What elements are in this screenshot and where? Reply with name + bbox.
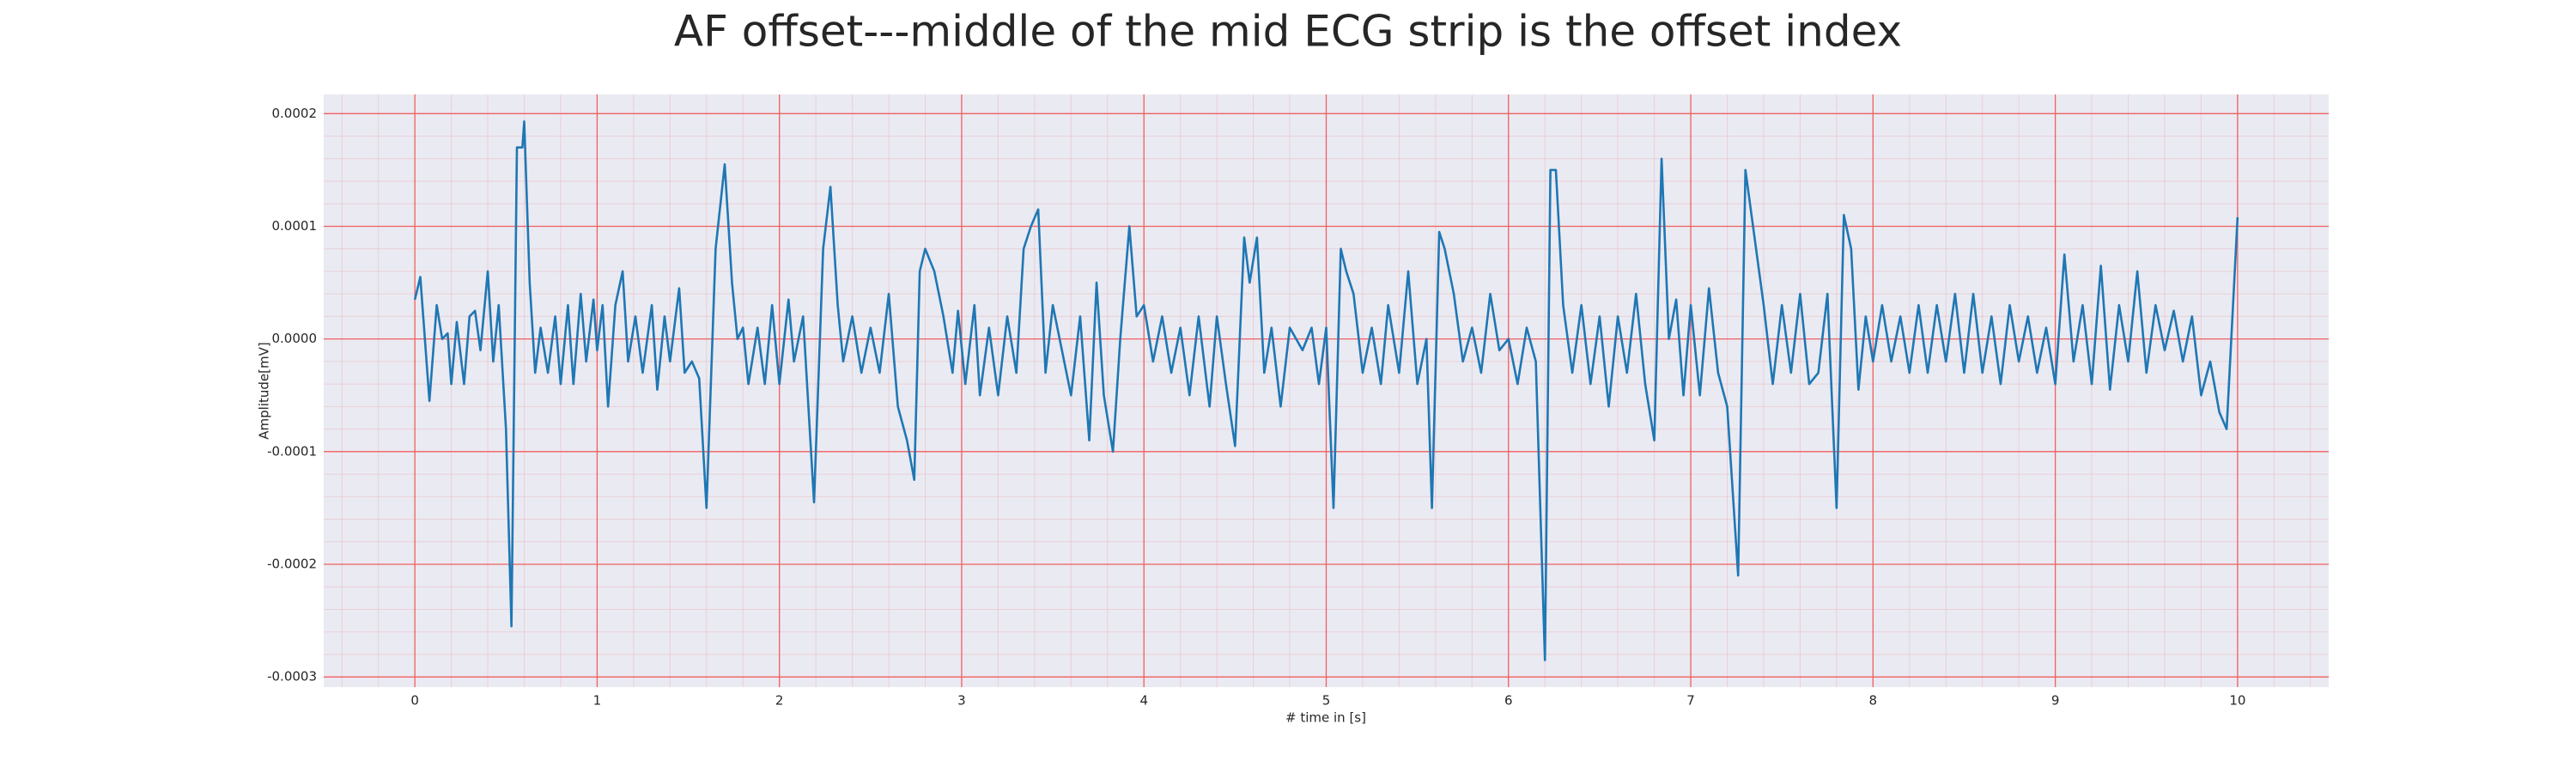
x-tick-label: 10 (2229, 693, 2245, 709)
x-tick-label: 9 (2051, 693, 2060, 709)
y-tick-label: -0.0002 (267, 557, 317, 572)
ecg-line (413, 120, 2239, 661)
chart-title: AF offset---middle of the mid ECG strip … (674, 7, 1902, 57)
x-tick-label: 6 (1504, 693, 1513, 709)
x-tick-label: 8 (1869, 693, 1878, 709)
y-tick-label: 0.0002 (272, 106, 318, 121)
x-tick-label: 7 (1686, 693, 1695, 709)
y-tick-label: 0.0001 (272, 218, 318, 234)
x-tick-label: 4 (1139, 693, 1148, 709)
x-tick-label: 2 (775, 693, 784, 709)
y-axis-label: Amplitude[mV] (257, 342, 272, 439)
y-tick-label: 0.0000 (272, 331, 318, 346)
x-axis-label: # time in [s] (1285, 710, 1366, 726)
x-tick-label: 5 (1322, 693, 1331, 709)
y-tick-label: -0.0003 (267, 669, 317, 685)
y-tick-label: -0.0001 (267, 443, 317, 459)
x-tick-label: 0 (410, 693, 419, 709)
x-tick-label: 3 (957, 693, 966, 709)
x-tick-label: 1 (593, 693, 602, 709)
